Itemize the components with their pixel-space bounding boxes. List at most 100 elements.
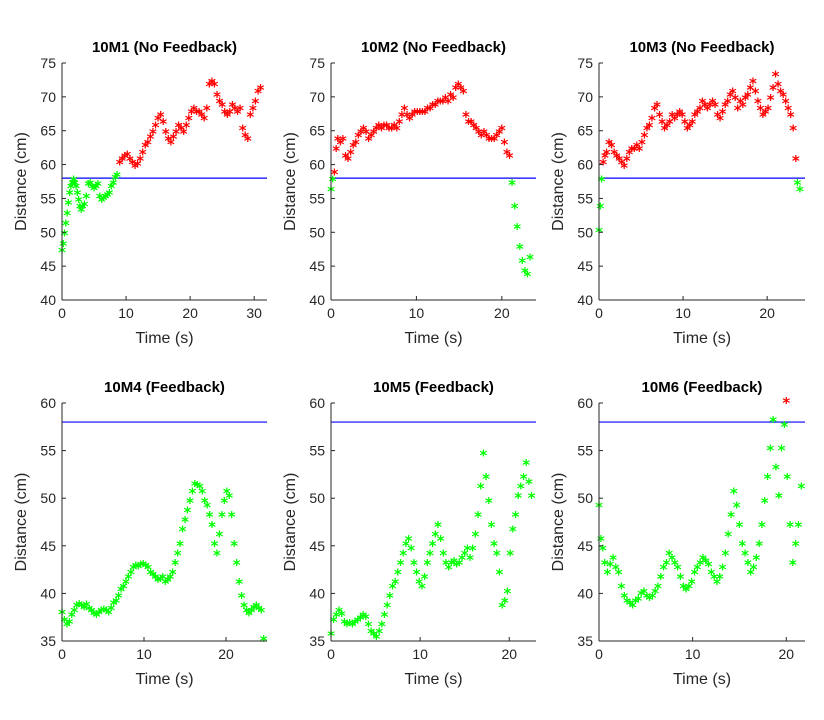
y-tick-label: 40 — [577, 585, 593, 601]
data-point: * — [370, 627, 378, 645]
data-point: * — [149, 125, 157, 143]
data-point: * — [257, 603, 265, 621]
data-point: * — [188, 484, 196, 502]
data-point: * — [120, 580, 128, 598]
data-point: * — [406, 112, 414, 130]
data-point: * — [696, 556, 704, 574]
data-point: * — [365, 618, 373, 636]
data-point: * — [88, 179, 96, 197]
data-point: * — [149, 567, 157, 585]
data-point: * — [466, 551, 474, 569]
y-tick-label: 35 — [40, 633, 56, 649]
y-tick-label: 50 — [309, 224, 325, 240]
data-point: * — [716, 112, 724, 130]
data-point: * — [94, 177, 102, 195]
data-point: * — [482, 470, 490, 488]
data-point: * — [85, 602, 93, 620]
data-point: * — [365, 132, 373, 150]
data-point: * — [360, 122, 368, 140]
data-point: * — [117, 582, 125, 600]
x-axis-label: Time (s) — [135, 671, 193, 688]
data-point: * — [80, 601, 88, 619]
data-point: * — [714, 108, 722, 126]
data-point: * — [147, 565, 155, 583]
y-tick-label: 50 — [577, 490, 593, 506]
data-point: * — [721, 546, 729, 564]
data-point: * — [677, 570, 685, 588]
data-point: * — [673, 108, 681, 126]
data-point: * — [359, 608, 367, 626]
data-point: * — [421, 105, 429, 123]
data-point: * — [784, 101, 792, 119]
data-point: * — [679, 580, 687, 598]
data-point: * — [388, 122, 396, 140]
data-point: * — [105, 186, 113, 204]
data-point: * — [144, 561, 152, 579]
y-tick-label: 55 — [577, 190, 593, 206]
data-point: * — [691, 565, 699, 583]
y-axis-label: Distance (cm) — [282, 473, 299, 572]
data-point: * — [111, 170, 119, 188]
data-point: * — [118, 152, 126, 170]
data-point: * — [454, 78, 462, 96]
data-point: * — [196, 480, 204, 498]
data-point: * — [777, 84, 785, 102]
data-point: * — [252, 95, 260, 113]
data-point: * — [625, 145, 633, 163]
data-point: * — [685, 580, 693, 598]
data-point: * — [524, 267, 532, 285]
data-point: * — [512, 508, 520, 526]
y-axis-label: Distance (cm) — [13, 473, 30, 572]
y-tick-label: 45 — [40, 538, 56, 554]
data-point: * — [513, 220, 521, 238]
data-point: * — [211, 537, 219, 555]
chart-panel-1: 10M1 (No Feedback)**********************… — [13, 39, 267, 347]
data-point: * — [651, 584, 659, 602]
data-point: * — [80, 198, 88, 216]
data-point: * — [348, 618, 356, 636]
data-point: * — [164, 132, 172, 150]
data-point: * — [691, 108, 699, 126]
data-point: * — [121, 149, 129, 167]
data-point: * — [651, 101, 659, 119]
x-tick-label: 10 — [685, 646, 701, 662]
data-point: * — [75, 597, 83, 615]
data-point: * — [71, 176, 79, 194]
y-tick-label: 45 — [40, 258, 56, 274]
data-point: * — [63, 206, 71, 224]
data-point: * — [208, 518, 216, 536]
x-tick-label: 20 — [759, 305, 775, 321]
y-tick-label: 60 — [309, 157, 325, 173]
data-point: * — [710, 570, 718, 588]
data-point: * — [372, 122, 380, 140]
data-point: * — [131, 159, 139, 177]
data-point: * — [161, 575, 169, 593]
data-point: * — [632, 594, 640, 612]
data-point: * — [461, 546, 469, 564]
data-point: * — [344, 152, 352, 170]
data-point: * — [418, 580, 426, 598]
x-tick-label: 30 — [246, 305, 262, 321]
data-series-2: ****************************************… — [599, 68, 800, 177]
data-point: * — [704, 101, 712, 119]
data-point: * — [249, 101, 257, 119]
data-point: * — [79, 200, 87, 218]
data-series-1: *********************************** — [58, 168, 121, 262]
data-point: * — [609, 551, 617, 569]
x-tick-label: 0 — [595, 646, 603, 662]
data-point: * — [122, 575, 130, 593]
y-axis-label: Distance (cm) — [13, 132, 30, 231]
data-point: * — [796, 183, 804, 201]
data-point: * — [713, 575, 721, 593]
data-point: * — [64, 196, 72, 214]
data-point: * — [450, 554, 458, 572]
data-point: * — [97, 603, 105, 621]
data-point: * — [203, 499, 211, 517]
data-point: * — [113, 168, 121, 186]
data-point: * — [201, 494, 209, 512]
chart-title: 10M5 (Feedback) — [373, 379, 494, 396]
data-point: * — [426, 546, 434, 564]
data-point: * — [744, 88, 752, 106]
data-point: * — [59, 237, 67, 255]
data-point: * — [734, 101, 742, 119]
